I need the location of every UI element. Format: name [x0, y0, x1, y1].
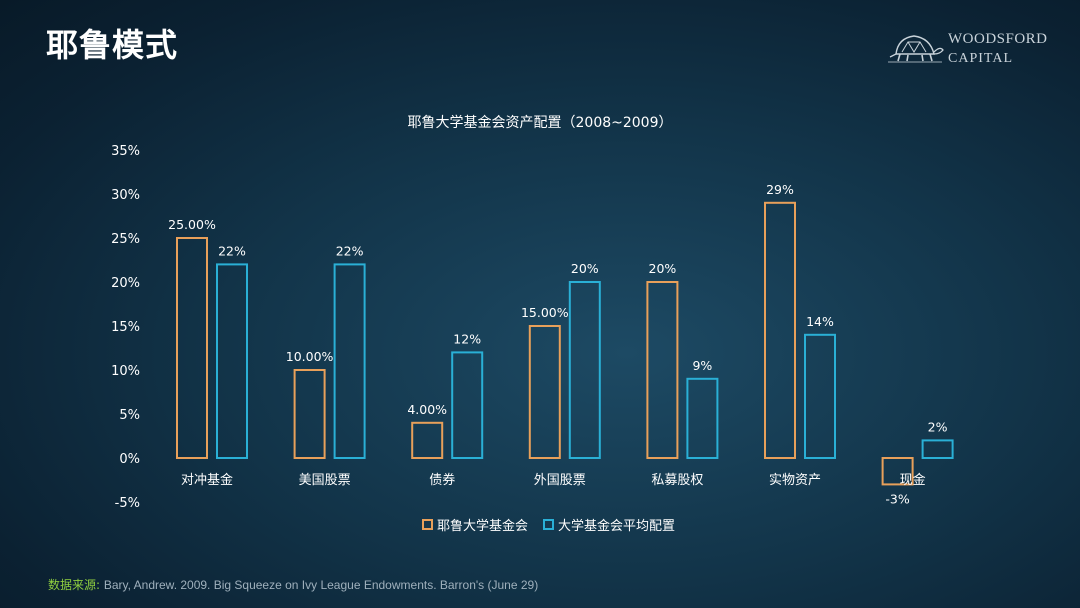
x-category-label: 债券	[429, 472, 455, 488]
bar-average	[333, 263, 366, 459]
x-category-label: 私募股权	[651, 472, 703, 488]
data-label: 14%	[806, 314, 834, 329]
x-category-label: 对冲基金	[181, 472, 233, 488]
y-tick-label: 20%	[111, 276, 140, 291]
data-label: 15.00%	[521, 305, 569, 320]
data-label: 2%	[928, 419, 948, 434]
data-label: 22%	[336, 243, 364, 258]
x-category-label: 美国股票	[299, 473, 351, 488]
y-tick-label: 25%	[111, 232, 140, 247]
x-category-label: 外国股票	[534, 473, 586, 488]
bar-yale	[176, 237, 208, 459]
data-label: 20%	[571, 261, 599, 276]
data-label: 10.00%	[286, 349, 334, 364]
slide-title: 耶鲁模式	[46, 26, 179, 64]
y-tick-label: 15%	[111, 320, 140, 335]
legend-label: 耶鲁大学基金会	[437, 518, 528, 534]
legend-swatch-yale	[422, 519, 433, 530]
bar-average	[921, 439, 954, 459]
y-tick-label: 5%	[119, 408, 140, 423]
bar-average	[216, 263, 248, 459]
bar-yale	[411, 421, 444, 459]
bar-yale	[881, 457, 914, 486]
tortoise-icon	[888, 35, 944, 63]
legend-label: 大学基金会平均配置	[558, 518, 675, 534]
data-label: 22%	[218, 243, 246, 258]
y-tick-label: -5%	[115, 496, 140, 511]
company-logo: WOODSFORD CAPITAL	[884, 28, 1064, 72]
logo-line-2: CAPITAL	[948, 51, 1013, 66]
data-label: -3%	[885, 491, 909, 506]
bar-average	[451, 351, 484, 459]
bar-average	[804, 333, 836, 459]
bar-average	[686, 377, 719, 459]
source-citation: Bary, Andrew. 2009. Big Squeeze on Ivy L…	[103, 578, 539, 592]
bar-average	[568, 281, 601, 459]
logo-line-1: WOODSFORD	[948, 31, 1048, 47]
data-source: 数据来源: Bary, Andrew. 2009. Big Squeeze on…	[48, 576, 538, 593]
bar-yale	[764, 201, 796, 459]
bar-yale	[293, 369, 326, 459]
data-label: 20%	[649, 261, 677, 276]
legend-swatch-average	[543, 519, 554, 530]
x-category-label: 实物资产	[769, 473, 821, 488]
data-label: 4.00%	[407, 402, 447, 417]
bar-yale	[528, 325, 561, 459]
y-tick-label: 10%	[111, 364, 140, 379]
data-label: 25.00%	[168, 217, 216, 232]
chart-title: 耶鲁大学基金会资产配置（2008~2009）	[408, 114, 673, 131]
data-label: 12%	[453, 331, 481, 346]
data-label: 29%	[766, 182, 794, 197]
x-category-label: 现金	[900, 472, 926, 488]
data-label: 9%	[692, 358, 712, 373]
y-tick-label: 0%	[119, 452, 140, 467]
logo-wordmark: WOODSFORD CAPITAL	[948, 30, 1048, 68]
bar-yale	[646, 281, 679, 459]
y-tick-label: 35%	[111, 144, 140, 159]
source-label: 数据来源:	[48, 578, 101, 592]
y-tick-label: 30%	[111, 188, 140, 203]
